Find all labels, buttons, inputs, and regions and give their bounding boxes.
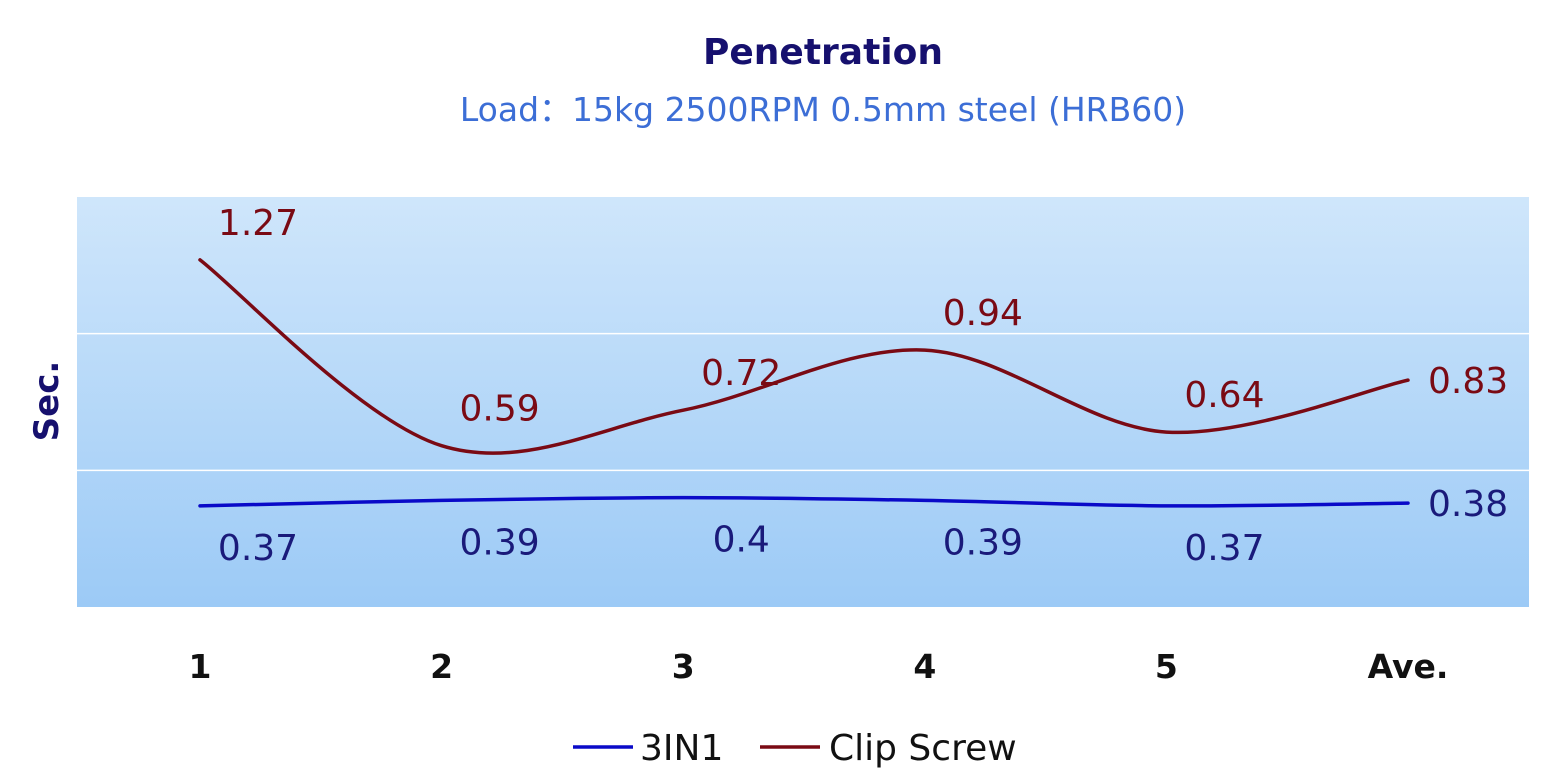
gridlines xyxy=(77,332,1529,472)
series-line xyxy=(198,258,1410,455)
plot-area xyxy=(77,197,1529,607)
data-label: 0.37 xyxy=(218,528,298,569)
data-label: 0.72 xyxy=(701,353,781,394)
x-tick-label: 4 xyxy=(913,647,936,686)
y-axis-label: Sec. xyxy=(27,361,67,442)
data-label: 0.4 xyxy=(713,520,770,561)
data-label: 0.38 xyxy=(1428,484,1508,525)
x-axis-ticks: 1 2 3 4 5 Ave. xyxy=(189,647,1449,686)
legend-label: Clip Screw xyxy=(829,728,1017,769)
legend: 3IN1 Clip Screw xyxy=(573,728,1017,769)
x-tick-label: 3 xyxy=(672,647,695,686)
data-label: 0.94 xyxy=(943,293,1023,334)
series-line xyxy=(198,495,1410,508)
data-label: 0.83 xyxy=(1428,361,1508,402)
legend-item: 3IN1 xyxy=(573,728,723,769)
data-label: 0.39 xyxy=(460,522,540,563)
x-tick-label: Ave. xyxy=(1368,647,1449,686)
chart-title: Penetration xyxy=(703,32,943,73)
x-tick-label: 1 xyxy=(189,647,212,686)
x-tick-label: 2 xyxy=(430,647,453,686)
series-lines xyxy=(198,258,1410,508)
data-label: 0.37 xyxy=(1184,528,1264,569)
data-label: 0.59 xyxy=(460,389,540,430)
data-label: 0.64 xyxy=(1184,375,1264,416)
legend-label: 3IN1 xyxy=(640,728,723,769)
data-labels: 0.37 0.39 0.4 0.39 0.37 0.38 1.27 0.59 0.72 0.94 0… xyxy=(218,203,1508,569)
data-label: 1.27 xyxy=(218,203,298,244)
legend-item: Clip Screw xyxy=(760,728,1017,769)
data-label: 0.39 xyxy=(943,522,1023,563)
x-tick-label: 5 xyxy=(1155,647,1178,686)
chart-subtitle: Load：15kg 2500RPM 0.5mm steel (HRB60) xyxy=(460,90,1186,129)
